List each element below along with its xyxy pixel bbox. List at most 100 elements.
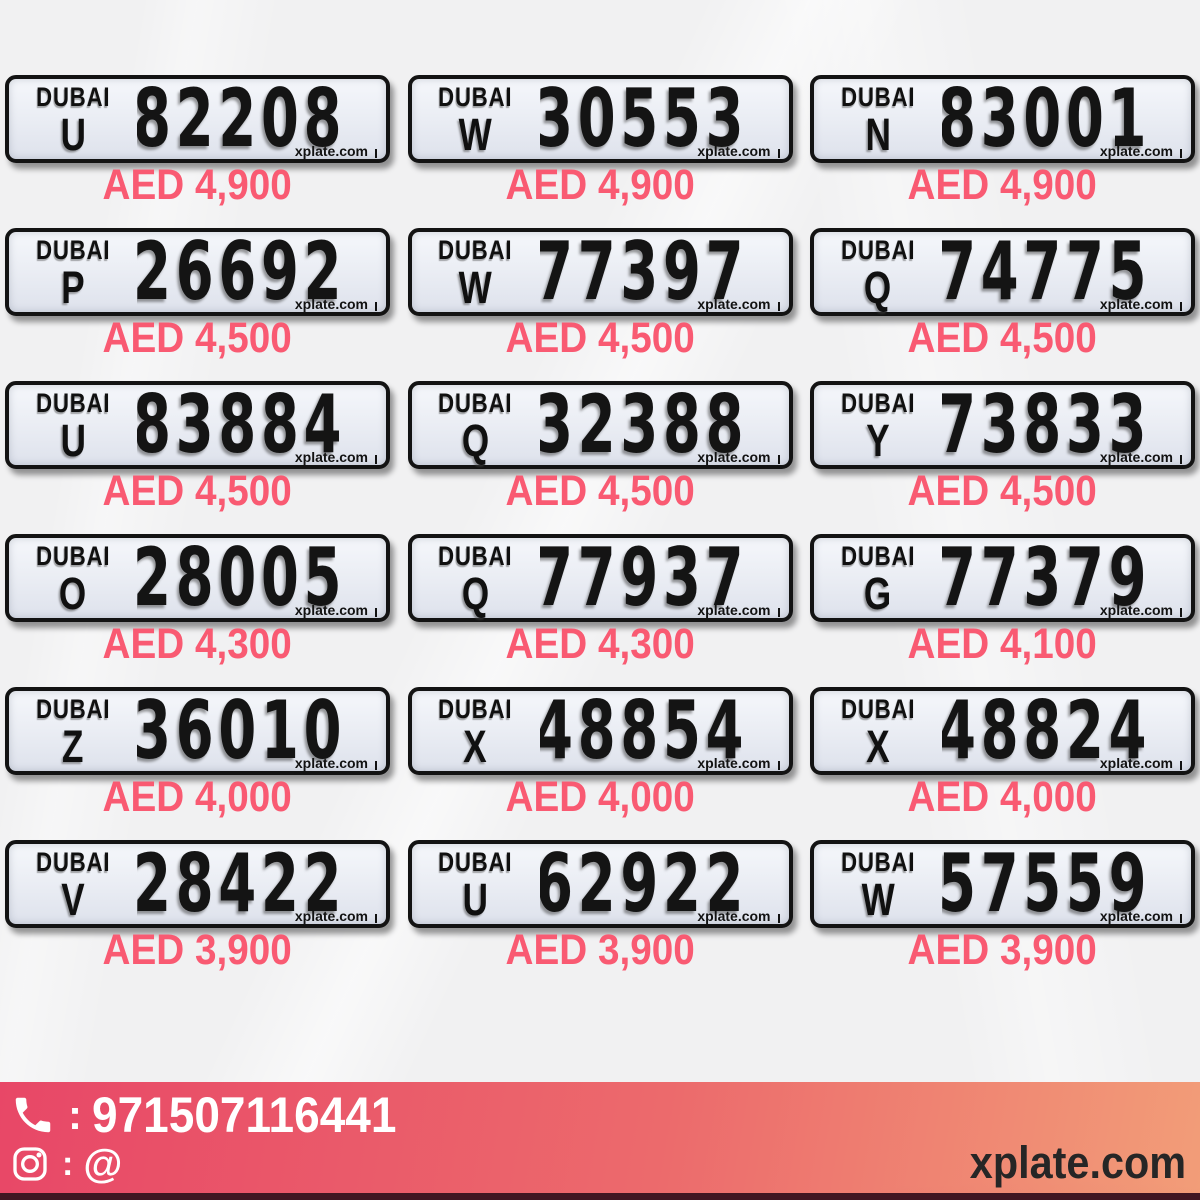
dubai-logo: DUBAI [35,387,111,418]
phone-number: 971507116441 [92,1087,397,1143]
plate-letter: U [60,108,86,160]
price-row: AED 4,000 [5,775,390,819]
plate-left-section: DUBAI V [9,844,137,924]
price-row: AED 4,900 [408,163,793,207]
plate-letter: W [458,108,493,160]
watermark-text: xplate.com [293,143,378,162]
price-label: AED 4,500 [907,466,1098,515]
license-plate: DUBAI Q 74775 xplate.com [810,228,1195,316]
price-row: AED 4,500 [810,316,1195,360]
price-row: AED 4,900 [810,163,1195,207]
plate-letter: Q [864,261,892,313]
plate-listing: DUBAI U 62922 xplate.com AED 3,900 [407,840,793,974]
watermark-text: xplate.com [696,908,781,927]
price-label: AED 4,900 [102,160,293,209]
price-label: AED 3,900 [505,925,695,974]
plate-listing: DUBAI X 48854 xplate.com AED 4,000 [407,687,793,821]
plate-listing: DUBAI U 83884 xplate.com AED 4,500 [5,381,390,513]
plate-left-section: DUBAI Q [814,232,942,312]
plate-left-section: DUBAI U [9,385,137,465]
dubai-logo: DUBAI [35,693,111,724]
price-label: AED 4,000 [505,772,695,821]
plate-letter: Q [461,414,490,466]
watermark-text: xplate.com [1098,908,1183,927]
price-label: AED 4,500 [505,313,695,362]
instagram-contact-row: : @ [10,1144,122,1184]
price-label: AED 4,500 [907,313,1098,362]
license-plate: DUBAI W 57559 xplate.com [810,840,1195,928]
plate-left-section: DUBAI U [9,79,137,159]
plate-left-section: DUBAI Z [9,691,137,771]
watermark-text: xplate.com [696,143,781,162]
price-label: AED 3,900 [907,925,1098,974]
price-row: AED 4,900 [5,163,390,207]
plate-left-section: DUBAI Q [412,385,540,465]
price-label: AED 4,500 [505,466,695,515]
license-plate: DUBAI Q 77937 xplate.com [407,534,793,622]
instagram-icon [10,1144,50,1184]
plate-listing: DUBAI P 26692 xplate.com AED 4,500 [5,228,390,360]
phone-icon [10,1092,56,1138]
watermark-text: xplate.com [1098,602,1183,621]
watermark-text: xplate.com [293,755,378,774]
dubai-logo: DUBAI [438,81,513,112]
plate-listing: DUBAI V 28422 xplate.com AED 3,900 [5,840,390,972]
plate-left-section: DUBAI G [814,538,942,618]
plate-listing: DUBAI W 57559 xplate.com AED 3,900 [810,840,1195,972]
license-plate: DUBAI Z 36010 xplate.com [5,687,390,775]
dubai-logo: DUBAI [840,540,916,571]
plate-listing: DUBAI Y 73833 xplate.com AED 4,500 [810,381,1195,513]
plate-left-section: DUBAI W [412,232,540,312]
license-plate: DUBAI O 28005 xplate.com [5,534,390,622]
license-plate: DUBAI V 28422 xplate.com [5,840,390,928]
plate-listing: DUBAI Q 74775 xplate.com AED 4,500 [810,228,1195,360]
plate-listing: DUBAI Z 36010 xplate.com AED 4,000 [5,687,390,819]
price-row: AED 4,500 [5,469,390,513]
dubai-logo: DUBAI [438,234,513,265]
price-row: AED 4,500 [408,316,793,360]
phone-colon: : [68,1091,82,1138]
footer-banner: : 971507116441 : @ xplate.com [0,1082,1200,1193]
price-label: AED 4,500 [102,466,293,515]
watermark-text: xplate.com [293,449,378,468]
watermark-text: xplate.com [1098,449,1183,468]
plate-letter: X [463,720,488,772]
plate-left-section: DUBAI Q [412,538,540,618]
license-plate: DUBAI W 30553 xplate.com [407,75,793,163]
phone-contact-row: : 971507116441 [10,1090,423,1140]
plates-grid: DUBAI U 82208 xplate.com AED 4,900 DUBAI… [5,75,1195,993]
dubai-logo: DUBAI [35,846,111,877]
license-plate: DUBAI U 62922 xplate.com [407,840,793,928]
plate-listing: DUBAI X 48824 xplate.com AED 4,000 [810,687,1195,819]
license-plate: DUBAI N 83001 xplate.com [810,75,1195,163]
price-row: AED 3,900 [810,928,1195,972]
license-plate: DUBAI X 48854 xplate.com [407,687,793,775]
price-label: AED 4,900 [505,160,695,209]
plate-letter: U [462,873,489,925]
price-label: AED 3,900 [102,925,293,974]
dubai-logo: DUBAI [438,540,513,571]
dubai-logo: DUBAI [438,387,513,418]
plate-letter: O [59,567,87,619]
dubai-logo: DUBAI [35,81,111,112]
dubai-logo: DUBAI [840,387,916,418]
plate-left-section: DUBAI N [814,79,942,159]
watermark-text: xplate.com [1098,143,1183,162]
instagram-handle: @ [83,1142,123,1186]
footer-bottom-strip [0,1193,1200,1200]
plate-left-section: DUBAI W [814,844,942,924]
license-plate: DUBAI W 77397 xplate.com [407,228,793,316]
price-row: AED 4,300 [408,622,793,666]
plate-letter: Y [866,414,890,466]
price-row: AED 3,900 [5,928,390,972]
license-plate: DUBAI U 82208 xplate.com [5,75,390,163]
license-plate: DUBAI P 26692 xplate.com [5,228,390,316]
plate-listing: DUBAI W 77397 xplate.com AED 4,500 [407,228,793,360]
plate-left-section: DUBAI P [9,232,137,312]
dubai-logo: DUBAI [840,693,916,724]
license-plate: DUBAI Q 32388 xplate.com [407,381,793,469]
price-label: AED 4,300 [102,619,293,668]
plate-letter: X [866,720,890,772]
plate-listing: DUBAI W 30553 xplate.com AED 4,900 [407,75,793,207]
price-row: AED 4,300 [5,622,390,666]
